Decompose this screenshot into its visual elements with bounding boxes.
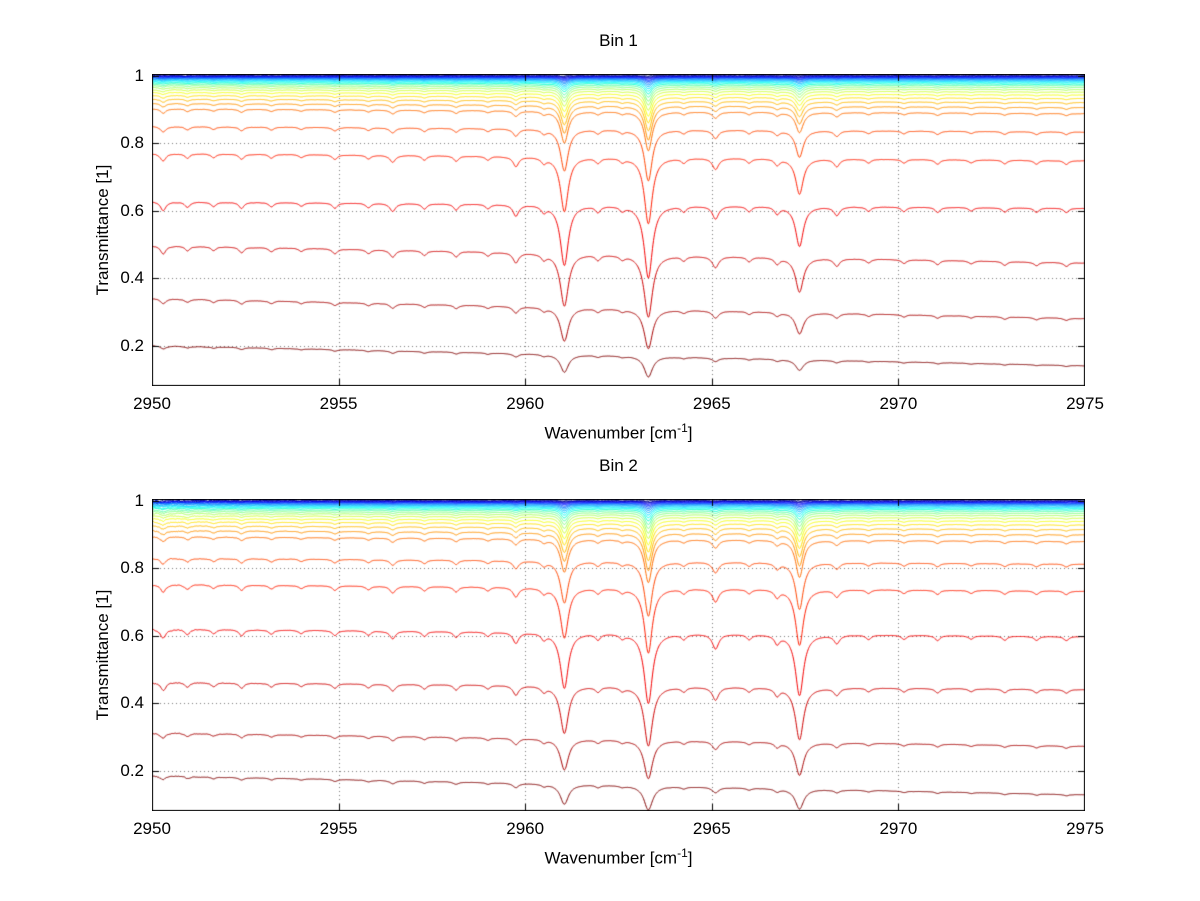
y-tick-label: 0.8 — [120, 558, 144, 578]
y-tick-label: 0.4 — [120, 268, 144, 288]
x-tick-label: 2965 — [692, 819, 731, 838]
x-axis-label-text: Wavenumber [cm — [544, 848, 678, 868]
y-tick-label: 1 — [134, 490, 144, 510]
x-tick-label: 2965 — [692, 394, 731, 413]
y-tick-label: 1 — [134, 65, 144, 85]
chart-title: Bin 1 — [599, 31, 638, 50]
y-tick-label: 0.4 — [120, 693, 144, 713]
x-tick-label: 2960 — [506, 394, 545, 413]
x-axis-label-superscript: -1 — [677, 421, 688, 435]
x-axis-label: Wavenumber [cm-1] — [152, 846, 1085, 869]
x-tick-label: 2975 — [1066, 819, 1104, 838]
chart-title: Bin 2 — [599, 456, 638, 475]
x-tick-label: 2970 — [879, 394, 918, 413]
y-tick-label: 0.8 — [120, 133, 144, 153]
x-axis-label-superscript: -1 — [677, 846, 688, 860]
y-tick-label: 0.6 — [120, 200, 144, 220]
plot-area-bin-2 — [152, 499, 1085, 811]
x-tick-label: 2975 — [1066, 394, 1104, 413]
y-tick-label: 0.2 — [120, 760, 144, 780]
x-tick-label: 2960 — [506, 819, 545, 838]
x-tick-label: 2950 — [133, 819, 171, 838]
x-tick-label: 2950 — [133, 394, 171, 413]
y-tick-label: 0.6 — [120, 625, 144, 645]
x-axis-label-text: Wavenumber [cm — [544, 423, 678, 443]
x-axis-label-bracket: ] — [687, 848, 693, 868]
y-tick-label: 0.2 — [120, 335, 144, 355]
x-axis-label-bracket: ] — [687, 423, 693, 443]
x-axis-label: Wavenumber [cm-1] — [152, 421, 1085, 444]
x-tick-label: 2955 — [319, 819, 358, 838]
plot-area-bin-1 — [152, 74, 1085, 386]
x-tick-label: 2955 — [319, 394, 358, 413]
x-tick-label: 2970 — [879, 819, 918, 838]
